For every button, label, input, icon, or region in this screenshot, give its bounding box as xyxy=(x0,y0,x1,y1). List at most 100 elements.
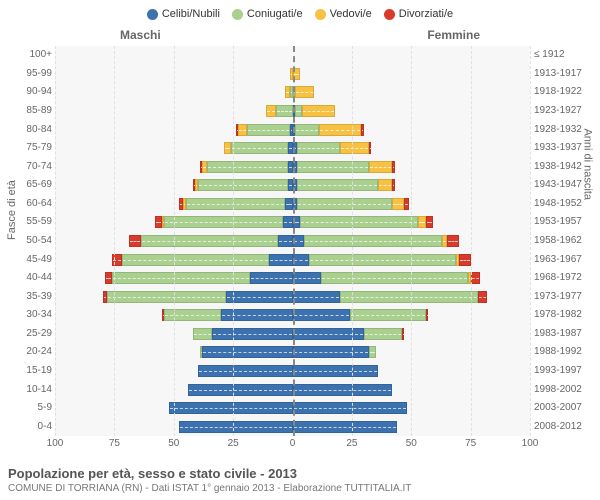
y-tick-age: 70-74 xyxy=(0,162,52,172)
bar-segment xyxy=(183,198,185,210)
bar-segment xyxy=(302,105,335,117)
legend-item: Divorziati/e xyxy=(384,8,453,20)
bar-segment xyxy=(221,309,292,321)
grid-line xyxy=(233,46,234,436)
y-tick-birth: 1943-1947 xyxy=(534,180,600,190)
plot-area xyxy=(55,46,530,436)
y-tick-age: 20-24 xyxy=(0,347,52,357)
y-tick-birth: 1998-2002 xyxy=(534,385,600,395)
bar-segment xyxy=(186,198,286,210)
y-tick-birth: 1958-1962 xyxy=(534,236,600,246)
y-tick-birth: 1918-1922 xyxy=(534,87,600,97)
bar-segment xyxy=(285,198,292,210)
bar-segment xyxy=(471,272,481,284)
bar-segment xyxy=(103,291,108,303)
bar-segment xyxy=(369,346,376,358)
y-tick-age: 45-49 xyxy=(0,255,52,265)
y-tick-birth: 1913-1917 xyxy=(534,69,600,79)
y-tick-birth: 1948-1952 xyxy=(534,199,600,209)
y-tick-age: 10-14 xyxy=(0,385,52,395)
bar-segment xyxy=(179,421,293,433)
bar-segment xyxy=(278,235,292,247)
y-tick-birth: 1968-1972 xyxy=(534,273,600,283)
bar-segment xyxy=(293,328,364,340)
bar-segment xyxy=(226,291,293,303)
x-tick-label: 0 xyxy=(290,438,296,449)
chart-subtitle: COMUNE DI TORRIANA (RN) - Dati ISTAT 1° … xyxy=(8,483,411,494)
bar-segment xyxy=(293,272,322,284)
y-tick-birth: ≤ 1912 xyxy=(534,50,600,60)
bar-segment xyxy=(297,161,368,173)
y-tick-age: 60-64 xyxy=(0,199,52,209)
bar-segment xyxy=(300,216,419,228)
bar-segment xyxy=(195,179,197,191)
bar-segment xyxy=(478,291,488,303)
y-tick-birth: 1923-1927 xyxy=(534,106,600,116)
bar-segment xyxy=(193,328,212,340)
bar-segment xyxy=(392,198,404,210)
bar-segment xyxy=(378,179,392,191)
y-tick-birth: 1973-1977 xyxy=(534,292,600,302)
y-left-labels: 100+95-9990-9485-8980-8475-7970-7465-696… xyxy=(0,46,52,436)
bar-segment xyxy=(295,124,319,136)
grid-line xyxy=(471,46,472,436)
bar-segment xyxy=(202,161,207,173)
bar-segment xyxy=(266,105,276,117)
bar-segment xyxy=(369,142,371,154)
bar-segment xyxy=(297,142,340,154)
grid-line xyxy=(55,46,56,436)
y-tick-birth: 1963-1967 xyxy=(534,255,600,265)
bar-segment xyxy=(212,328,293,340)
x-tick-label: 75 xyxy=(109,438,120,449)
bar-segment xyxy=(207,161,288,173)
y-tick-age: 35-39 xyxy=(0,292,52,302)
legend-swatch xyxy=(147,9,158,20)
bar-segment xyxy=(392,161,394,173)
bar-segment xyxy=(198,365,293,377)
legend-swatch xyxy=(232,9,243,20)
bar-segment xyxy=(293,291,341,303)
bar-segment xyxy=(112,272,250,284)
x-tick-label: 100 xyxy=(522,438,539,449)
bar-segment xyxy=(202,346,292,358)
bar-segment xyxy=(129,235,141,247)
x-tick-label: 50 xyxy=(406,438,417,449)
y-tick-age: 15-19 xyxy=(0,366,52,376)
y-tick-age: 30-34 xyxy=(0,310,52,320)
bar-segment xyxy=(162,309,164,321)
bar-segment xyxy=(426,309,428,321)
bar-segment xyxy=(188,384,293,396)
y-tick-birth: 1983-1987 xyxy=(534,329,600,339)
y-tick-age: 50-54 xyxy=(0,236,52,246)
bar-segment xyxy=(200,161,202,173)
y-tick-age: 80-84 xyxy=(0,125,52,135)
female-side-label: Femmine xyxy=(427,28,480,42)
legend-item: Celibi/Nubili xyxy=(147,8,220,20)
bar-segment xyxy=(295,105,302,117)
x-tick-label: 75 xyxy=(465,438,476,449)
x-tick-label: 50 xyxy=(168,438,179,449)
y-tick-birth: 1978-1982 xyxy=(534,310,600,320)
bar-segment xyxy=(309,254,456,266)
legend-label: Divorziati/e xyxy=(399,8,453,20)
y-tick-age: 25-29 xyxy=(0,329,52,339)
bar-segment xyxy=(369,161,393,173)
bar-segment xyxy=(285,86,290,98)
bar-segment xyxy=(269,254,293,266)
y-tick-age: 85-89 xyxy=(0,106,52,116)
x-axis: 1007550250255075100 xyxy=(55,438,530,452)
legend-label: Coniugati/e xyxy=(247,8,303,20)
y-tick-birth: 1993-1997 xyxy=(534,366,600,376)
legend-item: Coniugati/e xyxy=(232,8,303,20)
bar-segment xyxy=(297,179,378,191)
y-tick-age: 75-79 xyxy=(0,143,52,153)
bar-segment xyxy=(304,235,442,247)
bar-segment xyxy=(283,216,293,228)
bar-segment xyxy=(293,365,379,377)
bar-segment xyxy=(193,179,195,191)
legend-swatch xyxy=(384,9,395,20)
legend-label: Vedovi/e xyxy=(330,8,372,20)
y-tick-birth: 2008-2012 xyxy=(534,422,600,432)
y-tick-birth: 1928-1932 xyxy=(534,125,600,135)
bar-segment xyxy=(238,124,248,136)
